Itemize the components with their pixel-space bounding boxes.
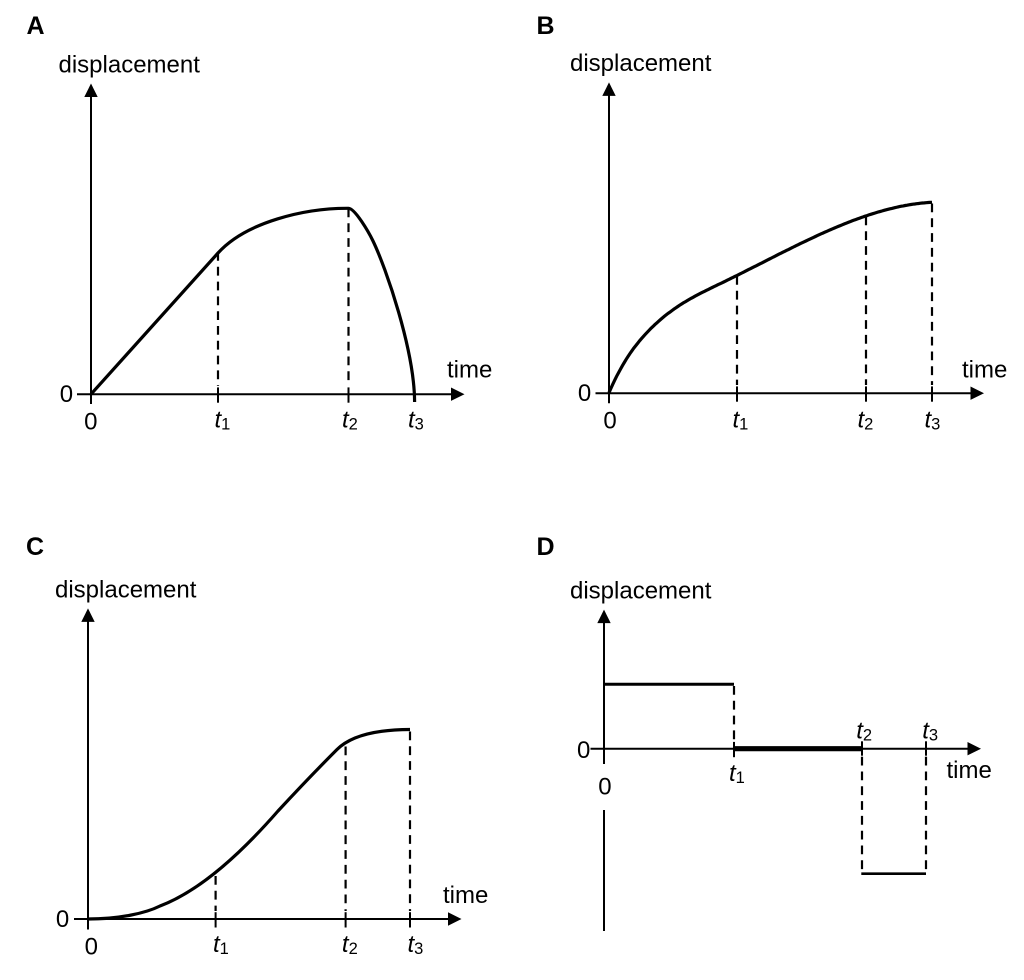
svg-text:displacement: displacement <box>570 50 712 77</box>
svg-text:0: 0 <box>56 906 69 933</box>
svg-text:displacement: displacement <box>59 52 201 79</box>
svg-text:time: time <box>962 357 1007 384</box>
svg-text:displacement: displacement <box>55 577 197 604</box>
svg-text:C: C <box>26 533 44 561</box>
svg-text:time: time <box>447 357 492 384</box>
svg-text:0: 0 <box>577 737 590 764</box>
svg-text:0: 0 <box>60 381 73 408</box>
svg-text:0: 0 <box>578 380 591 407</box>
svg-text:A: A <box>27 12 45 40</box>
svg-text:time: time <box>443 882 488 909</box>
svg-text:D: D <box>537 533 555 561</box>
svg-text:0: 0 <box>603 408 616 435</box>
svg-text:0: 0 <box>598 774 611 801</box>
svg-text:0: 0 <box>84 409 97 436</box>
svg-text:time: time <box>947 757 992 784</box>
svg-text:displacement: displacement <box>570 578 712 605</box>
svg-text:0: 0 <box>85 933 98 960</box>
svg-text:B: B <box>537 12 555 40</box>
